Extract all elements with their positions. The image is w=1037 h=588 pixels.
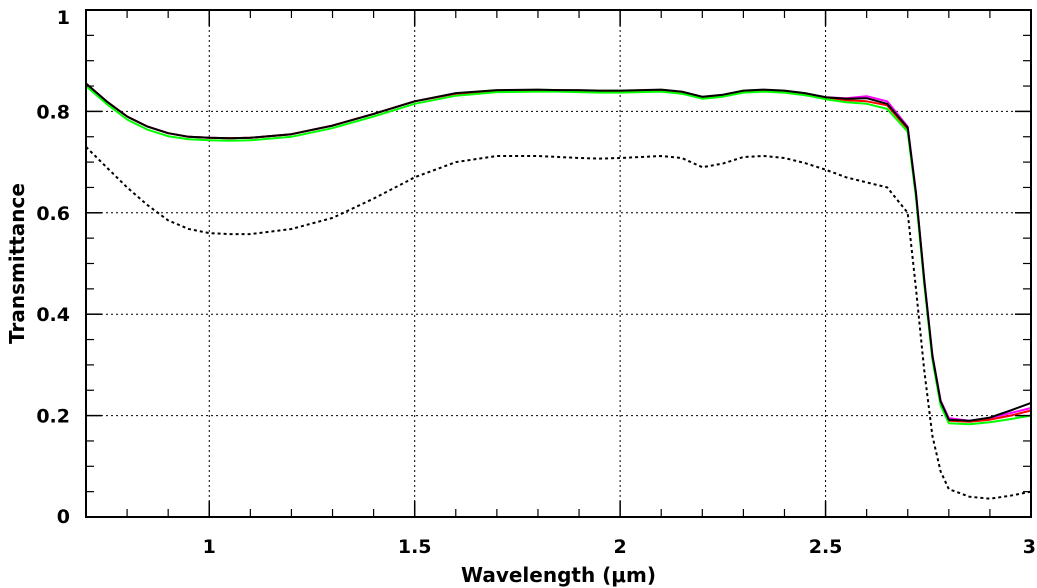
- x-tick-label: 1: [203, 536, 216, 558]
- y-tick-label: 0.6: [36, 203, 70, 225]
- series-line-5: [85, 146, 1032, 500]
- series-line-3: [85, 85, 1032, 426]
- tick-labels: 1 1.5 2 2.5 3 0 0.2 0.4 0.6 0.8 1: [36, 7, 1036, 558]
- y-tick-label: 0.8: [36, 101, 70, 123]
- y-tick-label: 0.4: [36, 304, 70, 326]
- plot-frame: [85, 9, 1032, 518]
- grid: [86, 10, 1031, 517]
- series-line-1: [85, 82, 1032, 422]
- series-line-2: [85, 82, 1032, 423]
- y-axis-title: Transmittance: [5, 183, 29, 344]
- series-line-4: [85, 82, 1032, 422]
- x-tick-label: 3: [1023, 536, 1036, 558]
- x-tick-label: 1.5: [398, 536, 432, 558]
- ticks: [86, 9, 1032, 518]
- series-group: [85, 82, 1032, 500]
- y-tick-label: 1: [57, 7, 70, 29]
- y-tick-label: 0.2: [36, 406, 70, 428]
- y-tick-label: 0: [57, 506, 70, 528]
- x-tick-label: 2: [614, 536, 627, 558]
- x-axis-title: Wavelength (μm): [461, 563, 656, 587]
- x-tick-label: 2.5: [809, 536, 843, 558]
